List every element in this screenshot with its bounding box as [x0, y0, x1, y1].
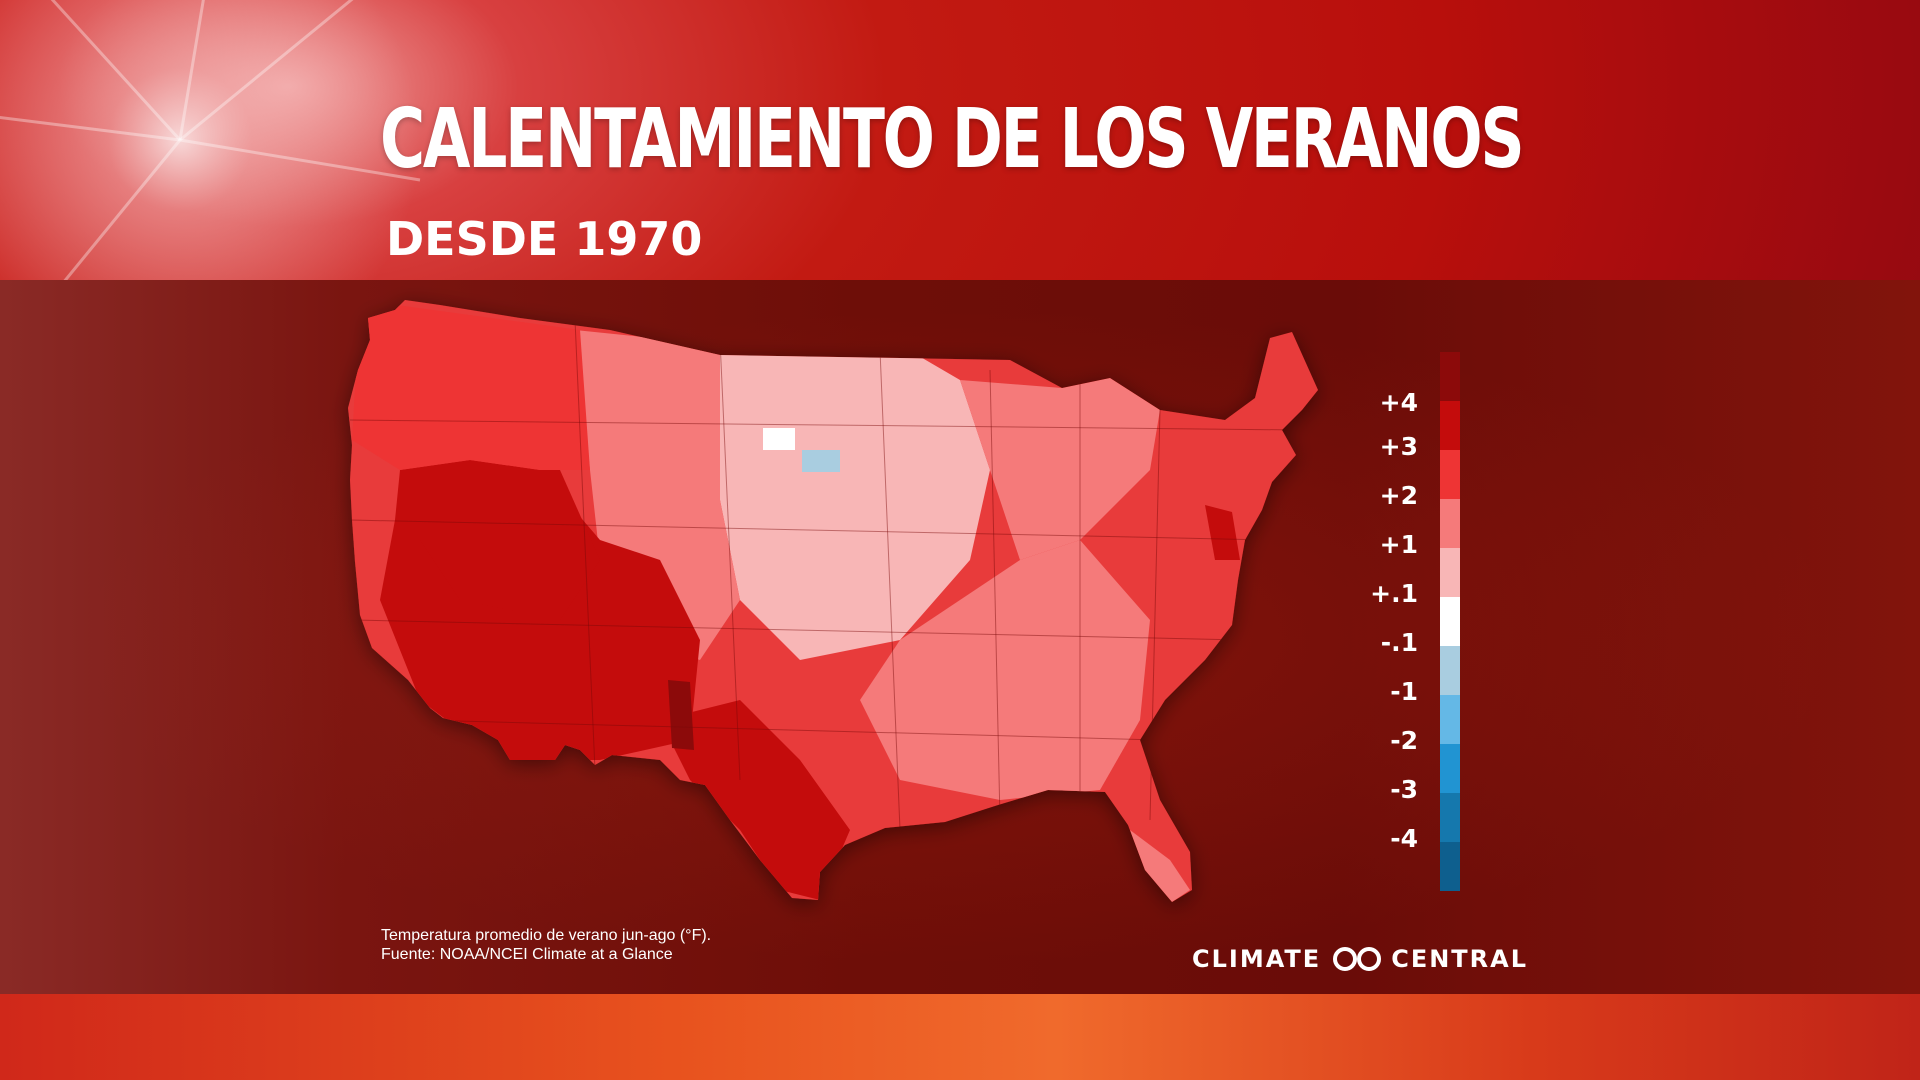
legend-label: +2 — [1379, 481, 1418, 510]
footnote-source: Fuente: NOAA/NCEI Climate at a Glance — [381, 946, 673, 963]
footnote: Temperatura promedio de verano jun-ago (… — [381, 926, 711, 964]
legend-label: +3 — [1379, 432, 1418, 461]
legend-label: +1 — [1379, 530, 1418, 559]
logo-text-right: CENTRAL — [1391, 945, 1529, 973]
infinity-logo-icon — [1333, 947, 1382, 971]
legend-swatch-4 — [1440, 548, 1460, 597]
legend-swatch-9 — [1440, 793, 1460, 842]
page-title: CALENTAMIENTO DE LOS VERANOS — [380, 92, 1525, 187]
legend-label: +.1 — [1370, 579, 1418, 608]
legend-swatch-1 — [1440, 401, 1460, 450]
legend-label: -3 — [1390, 775, 1418, 804]
map-legend: +4 +3 +2 +1 +.1 -.1 -1 -2 -3 -4 — [1370, 348, 1470, 898]
map-region-nevada-utah — [420, 470, 600, 620]
map-region-florida — [1130, 830, 1190, 902]
legend-label: -2 — [1390, 726, 1418, 755]
map-region-great-lakes — [960, 378, 1160, 560]
page-subtitle: DESDE 1970 — [386, 212, 703, 266]
legend-label: -.1 — [1380, 628, 1418, 657]
map-region-texas — [660, 700, 850, 900]
footnote-line-1: Temperatura promedio de verano jun-ago (… — [381, 927, 712, 944]
legend-label: +4 — [1379, 388, 1418, 417]
map-region-pacific-northwest — [352, 300, 590, 470]
legend-color-bar — [1440, 352, 1460, 891]
map-region-north-dakota-neutral — [763, 428, 795, 450]
legend-swatch-7 — [1440, 695, 1460, 744]
map-region-new-mexico-core — [668, 680, 694, 750]
legend-swatch-2 — [1440, 450, 1460, 499]
legend-label: -1 — [1390, 677, 1418, 706]
legend-label: -4 — [1390, 824, 1418, 853]
legend-swatch-6 — [1440, 646, 1460, 695]
logo-text-left: CLIMATE — [1192, 945, 1322, 973]
map-region-south-central — [860, 540, 1150, 800]
climate-central-logo: CLIMATE CENTRAL — [1192, 944, 1528, 974]
legend-swatch-10 — [1440, 842, 1460, 891]
legend-swatch-8 — [1440, 744, 1460, 793]
map-region-south-dakota-cool — [802, 450, 840, 472]
map-region-new-jersey — [1205, 505, 1240, 560]
legend-swatch-3 — [1440, 499, 1460, 548]
map-region-northern-plains — [720, 340, 990, 660]
map-state-borders — [349, 319, 1301, 831]
legend-swatch-5 — [1440, 597, 1460, 646]
legend-swatch-0 — [1440, 352, 1460, 401]
bottom-glow-band — [0, 994, 1920, 1080]
